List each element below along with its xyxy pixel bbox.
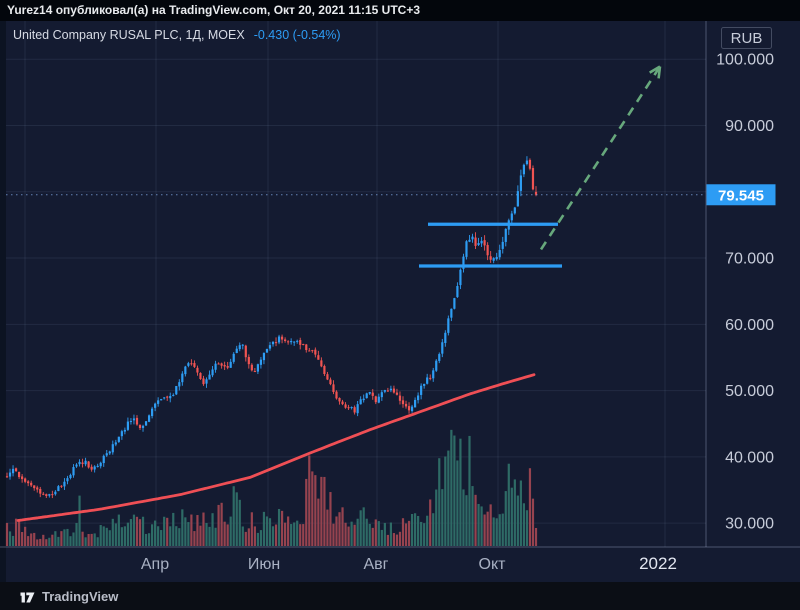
svg-text:2022: 2022 [639,554,677,573]
time-axis[interactable]: Апр Июн Авг Окт 2022 [0,546,800,573]
svg-text:79.545: 79.545 [718,187,764,204]
svg-text:70.000: 70.000 [725,251,774,268]
svg-text:60.000: 60.000 [725,317,774,334]
last-price-label: 79.545 [706,184,776,206]
price-change: -0.430 (-0.54%) [253,28,341,42]
snapshot-attribution-text: Yurez14 опубликовал(а) на TradingView.co… [7,3,421,17]
chart-container: 100.000 90.000 70.000 60.000 50.000 40.000 30.… [0,21,800,582]
symbol-title[interactable]: United Company RUSAL PLC, 1Д, MOEX [13,28,245,42]
tradingview-brand-text[interactable]: TradingView [42,588,119,604]
footer: TradingView [0,582,800,610]
svg-text:100.000: 100.000 [716,52,774,69]
chart-background [0,21,800,582]
price-axis[interactable]: 100.000 90.000 70.000 60.000 50.000 40.000 30.… [705,21,774,547]
left-margin [0,21,6,582]
svg-text:40.000: 40.000 [725,449,774,466]
currency-unit-label: RUB [731,30,763,47]
svg-text:90.000: 90.000 [725,118,774,135]
tradingview-logo-icon [20,592,35,603]
top-bar: Yurez14 опубликовал(а) на TradingView.co… [0,0,800,21]
currency-unit-box [721,27,772,49]
price-chart[interactable]: 100.000 90.000 70.000 60.000 50.000 40.000 30.… [0,21,800,582]
svg-text:30.000: 30.000 [725,516,774,533]
svg-text:Авг: Авг [363,556,388,573]
projection-arrow[interactable] [539,65,662,251]
svg-text:50.000: 50.000 [725,383,774,400]
ma-line [16,373,536,522]
gridlines [6,21,706,547]
legend: United Company RUSAL PLC, 1Д, MOEX -0.430… [13,28,341,42]
volume-bars [5,429,538,546]
svg-text:Июн: Июн [248,556,280,573]
svg-text:Апр: Апр [141,556,169,573]
svg-text:Окт: Окт [479,556,507,573]
